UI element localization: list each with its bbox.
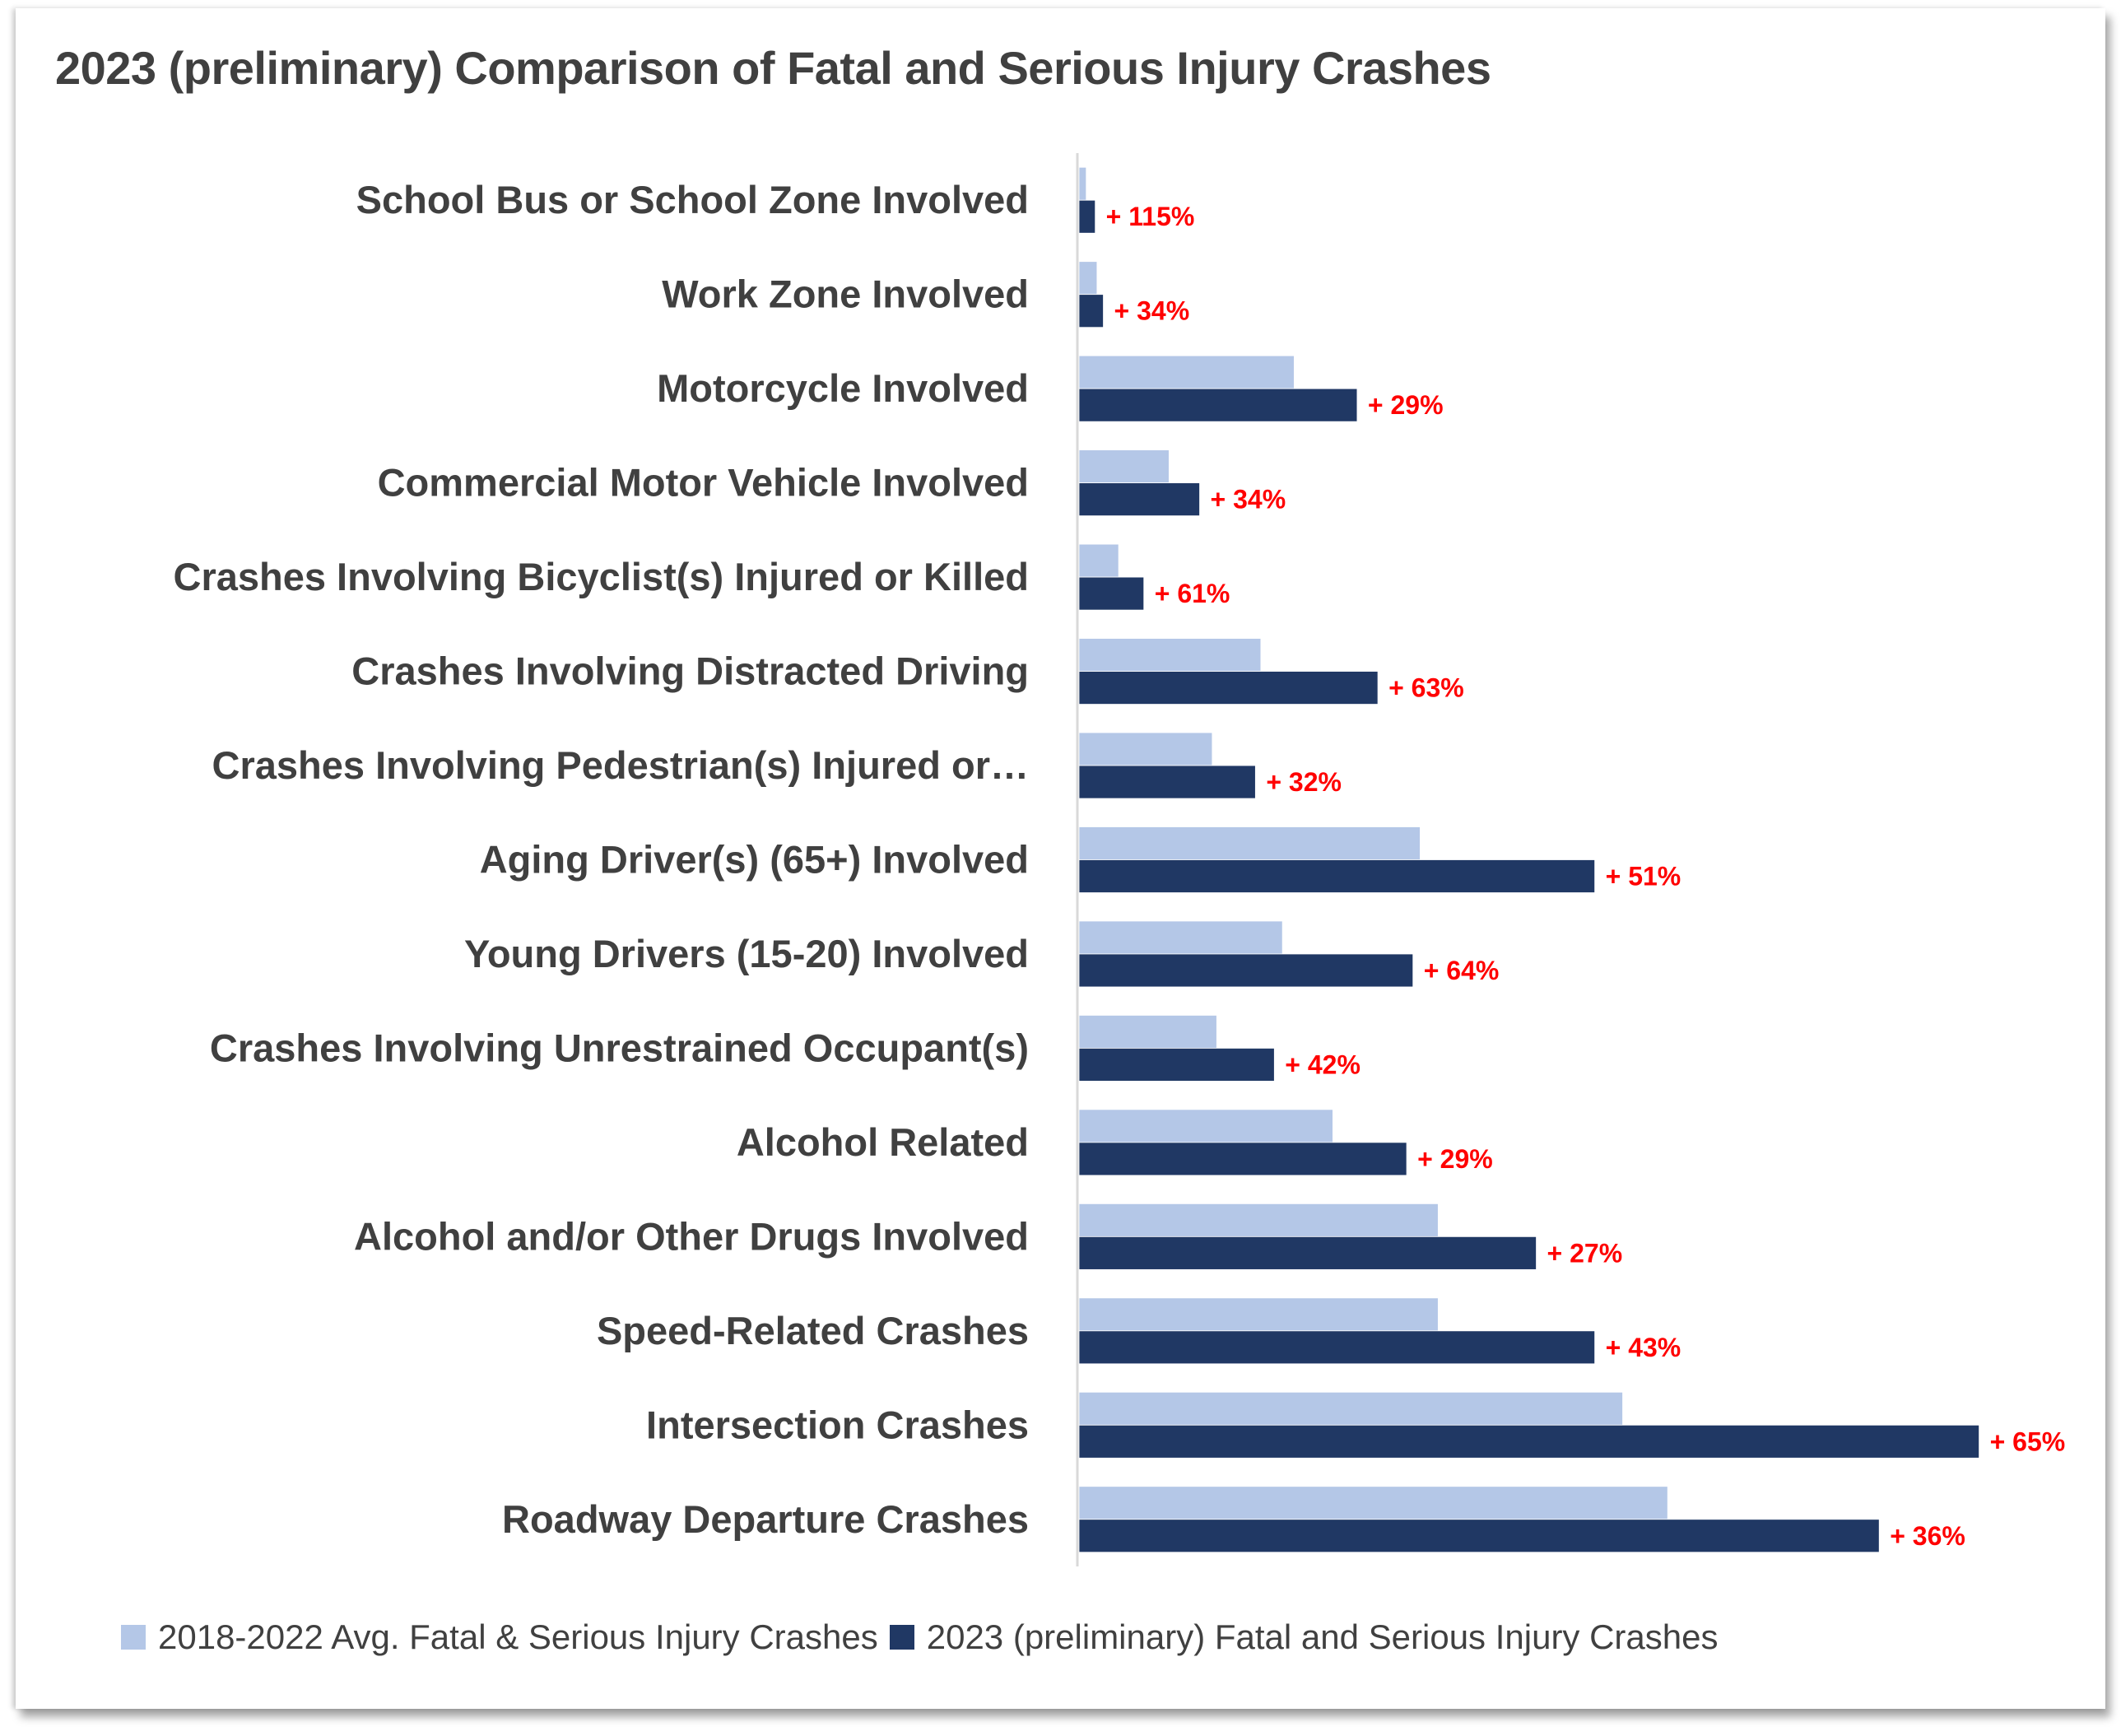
bar-2018-2022-avg [1078,638,1262,672]
data-label-pct-change: + 29% [1368,390,1444,420]
bar-2018-2022-avg [1078,449,1170,484]
bar-2023-preliminary [1078,482,1200,517]
category-label: Aging Driver(s) (65+) Involved [480,838,1029,882]
bar-2023-preliminary [1078,1236,1537,1270]
bar-2018-2022-avg [1078,920,1283,955]
legend-label-baseline: 2018-2022 Avg. Fatal & Serious Injury Cr… [158,1617,878,1656]
bar-2018-2022-avg [1078,1203,1439,1237]
bars-group [1078,166,1979,1553]
category-label: Crashes Involving Unrestrained Occupant(… [210,1026,1029,1069]
bar-2018-2022-avg [1078,355,1295,389]
bar-2023-preliminary [1078,953,1414,988]
bar-2023-preliminary [1078,671,1379,705]
chart-card: 2023 (preliminary) Comparison of Fatal a… [16,8,2105,1709]
bar-2023-preliminary [1078,388,1358,422]
bar-2018-2022-avg [1078,1391,1623,1426]
data-label-pct-change: + 42% [1285,1050,1361,1079]
legend-swatch-baseline [121,1625,146,1650]
data-label-pct-change: + 34% [1211,485,1286,514]
data-label-pct-change: + 65% [1990,1426,2066,1456]
bar-2023-preliminary [1078,1142,1407,1176]
category-label: Commercial Motor Vehicle Involved [378,461,1029,505]
bar-2018-2022-avg [1078,732,1213,766]
bar-2023-preliminary [1078,859,1596,893]
bar-2018-2022-avg [1078,1109,1333,1143]
category-label: Work Zone Involved [662,272,1029,316]
bar-2023-preliminary [1078,1519,1880,1553]
bar-2023-preliminary [1078,1424,1979,1459]
bar-2018-2022-avg [1078,543,1119,578]
legend-label-2023: 2023 (preliminary) Fatal and Serious Inj… [926,1617,1719,1656]
bar-2023-preliminary [1078,294,1104,328]
category-label: Roadway Departure Crashes [502,1497,1029,1541]
data-labels-group: + 115% + 34% + 29% + 34% + 61% + 63% + 32% + 51… [1106,202,2066,1551]
category-label: Alcohol Related [737,1120,1029,1164]
data-label-pct-change: + 34% [1114,296,1190,326]
bar-2018-2022-avg [1078,261,1098,296]
category-label: Alcohol and/or Other Drugs Involved [354,1214,1029,1258]
bar-2023-preliminary [1078,1330,1596,1365]
category-label: Speed-Related Crashes [597,1309,1029,1352]
data-label-pct-change: + 32% [1266,767,1342,797]
data-label-pct-change: + 51% [1606,862,1681,891]
bar-2018-2022-avg [1078,166,1087,201]
data-label-pct-change: + 115% [1106,202,1195,231]
category-labels-group: School Bus or School Zone Involved Work Z… [174,178,1030,1541]
legend-swatch-2023 [889,1625,914,1650]
category-label: School Bus or School Zone Involved [356,178,1029,221]
category-label: Intersection Crashes [646,1403,1029,1446]
bar-2023-preliminary [1078,765,1256,799]
category-label: Young Drivers (15-20) Involved [464,932,1029,975]
bar-2023-preliminary [1078,199,1096,234]
data-label-pct-change: + 43% [1606,1333,1681,1362]
bar-2023-preliminary [1078,1048,1275,1082]
category-label: Motorcycle Involved [657,366,1029,410]
chart-title: 2023 (preliminary) Comparison of Fatal a… [55,42,1491,94]
bar-2018-2022-avg [1078,1015,1217,1049]
bar-2018-2022-avg [1078,826,1421,860]
data-label-pct-change: + 29% [1417,1144,1493,1174]
bar-2023-preliminary [1078,576,1145,611]
bar-2018-2022-avg [1078,1486,1668,1520]
legend-item-2023[interactable]: 2023 (preliminary) Fatal and Serious Inj… [889,1617,1719,1657]
data-label-pct-change: + 63% [1388,673,1464,703]
category-label: Crashes Involving Pedestrian(s) Injured … [212,743,1029,787]
bar-2018-2022-avg [1078,1297,1439,1332]
data-label-pct-change: + 27% [1547,1238,1623,1268]
legend: 2018-2022 Avg. Fatal & Serious Injury Cr… [121,1617,1730,1657]
data-label-pct-change: + 64% [1424,956,1500,985]
data-label-pct-change: + 36% [1890,1521,1965,1551]
category-label: Crashes Involving Distracted Driving [351,649,1029,693]
legend-item-baseline[interactable]: 2018-2022 Avg. Fatal & Serious Injury Cr… [121,1617,878,1657]
category-label: Crashes Involving Bicyclist(s) Injured o… [174,555,1030,598]
data-label-pct-change: + 61% [1155,579,1230,608]
